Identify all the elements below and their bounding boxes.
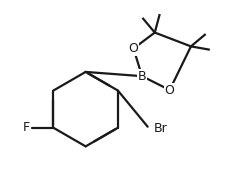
Text: O: O [165,84,174,96]
Text: B: B [138,70,146,83]
Text: F: F [23,121,30,134]
Text: Br: Br [154,122,168,135]
Text: O: O [128,42,138,55]
